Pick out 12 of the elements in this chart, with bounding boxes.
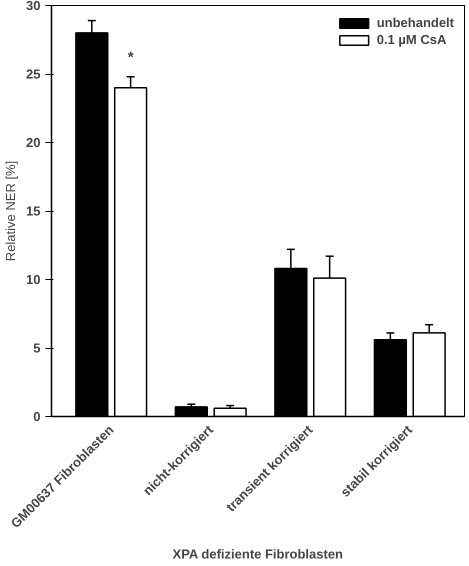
legend-label: unbehandelt bbox=[376, 15, 454, 30]
y-tick-label: 5 bbox=[33, 340, 41, 356]
text: XPA defiziente Fibroblasten bbox=[172, 546, 344, 562]
y-tick-label: 0 bbox=[33, 409, 41, 424]
legend-label: 0.1 µM CsA bbox=[376, 32, 446, 47]
annotation: * bbox=[128, 48, 134, 66]
y-axis-title: Relative NER [%] bbox=[3, 160, 18, 262]
y-tick-label: 10 bbox=[26, 272, 41, 287]
y-tick-label: 15 bbox=[26, 204, 41, 218]
y-tick-label: 20 bbox=[26, 135, 41, 150]
y-tick-label: 25 bbox=[26, 66, 41, 82]
y-tick-label: 30 bbox=[26, 0, 41, 13]
